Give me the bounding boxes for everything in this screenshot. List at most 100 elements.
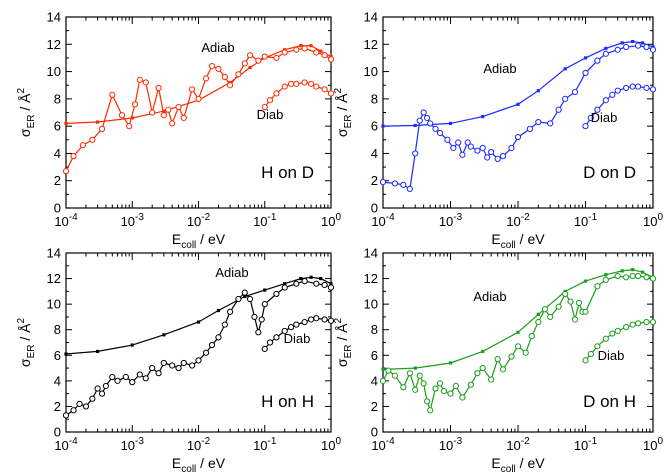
data-point bbox=[391, 372, 398, 379]
y-tick-label: 2 bbox=[54, 399, 61, 414]
data-point bbox=[583, 279, 588, 283]
data-point bbox=[255, 57, 262, 64]
data-point bbox=[427, 407, 434, 414]
data-point bbox=[299, 276, 303, 281]
series-diab bbox=[582, 83, 657, 130]
data-point bbox=[448, 121, 453, 126]
series-line bbox=[382, 275, 654, 413]
series-line bbox=[65, 47, 332, 172]
y-tick-label: 8 bbox=[54, 322, 61, 337]
panel-d-on-h: 0 2 4 6 8 10 12 14 10-4 10-3 10-2 10-1 100 Ecoll / eV… bbox=[333, 246, 663, 476]
y-tick-label: 4 bbox=[54, 146, 61, 161]
data-point bbox=[516, 102, 520, 106]
series-adiab bbox=[64, 275, 333, 356]
data-point bbox=[261, 345, 268, 352]
data-point bbox=[562, 290, 569, 298]
annotation-adiab: Adiab bbox=[201, 40, 234, 55]
data-point bbox=[195, 357, 202, 364]
data-point bbox=[136, 371, 143, 378]
x-tick-label: 10-4 bbox=[371, 436, 395, 453]
data-point bbox=[582, 123, 589, 130]
data-point bbox=[327, 90, 335, 97]
data-point bbox=[432, 125, 439, 132]
data-point bbox=[293, 80, 300, 87]
data-point bbox=[436, 129, 444, 137]
data-point bbox=[479, 144, 486, 152]
data-point bbox=[216, 308, 221, 313]
data-point bbox=[307, 80, 315, 87]
data-point bbox=[281, 327, 288, 335]
data-point bbox=[563, 67, 567, 71]
y-tick-label: 6 bbox=[54, 348, 61, 363]
data-point bbox=[594, 343, 601, 350]
data-point bbox=[76, 400, 83, 407]
y-tick-label: 6 bbox=[371, 348, 378, 363]
data-point bbox=[427, 120, 434, 127]
data-point bbox=[488, 376, 495, 383]
data-point bbox=[494, 356, 501, 363]
data-point bbox=[604, 46, 608, 50]
y-tick-label: 10 bbox=[47, 64, 61, 79]
data-point bbox=[594, 283, 601, 290]
data-point bbox=[243, 294, 247, 299]
data-point bbox=[266, 339, 274, 346]
data-point bbox=[484, 154, 491, 161]
data-point bbox=[221, 73, 228, 81]
y-tick-label: 12 bbox=[364, 271, 378, 286]
data-point bbox=[571, 316, 579, 323]
data-point bbox=[309, 44, 313, 48]
data-point bbox=[582, 308, 589, 315]
data-point bbox=[321, 281, 328, 289]
data-point bbox=[406, 370, 413, 377]
panel-d-on-d: 0 2 4 6 8 10 12 14 10-4 10-3 10-2 10-1 100 Ecoll / eV… bbox=[333, 10, 663, 252]
data-point bbox=[649, 86, 657, 93]
data-point bbox=[423, 114, 431, 122]
data-point bbox=[215, 334, 222, 341]
data-point bbox=[413, 123, 417, 128]
data-point bbox=[379, 377, 387, 384]
data-point bbox=[594, 106, 601, 113]
data-point bbox=[175, 364, 182, 372]
data-point bbox=[629, 83, 636, 90]
data-point bbox=[508, 144, 515, 152]
data-point bbox=[129, 379, 136, 386]
x-tick-label: 10-2 bbox=[187, 436, 211, 453]
data-point bbox=[288, 80, 295, 87]
data-point bbox=[406, 185, 413, 192]
data-point bbox=[195, 95, 202, 102]
x-axis-label: Ecoll / eV bbox=[172, 231, 226, 251]
data-point bbox=[623, 324, 630, 331]
data-point bbox=[62, 168, 70, 175]
data-point bbox=[400, 384, 407, 391]
data-point bbox=[602, 97, 609, 104]
x-tick-label: 10-3 bbox=[121, 436, 145, 453]
data-point bbox=[142, 79, 149, 86]
y-tick-label: 0 bbox=[54, 201, 61, 216]
data-point bbox=[488, 148, 495, 156]
data-point bbox=[180, 114, 187, 122]
x-tick-label: 10-2 bbox=[506, 212, 530, 229]
data-point bbox=[604, 273, 608, 277]
x-tick-label: 10-1 bbox=[253, 436, 277, 453]
data-point bbox=[227, 82, 234, 89]
data-point bbox=[130, 343, 134, 347]
data-point bbox=[299, 44, 303, 48]
data-point bbox=[155, 370, 162, 377]
data-point bbox=[327, 317, 335, 324]
data-point bbox=[70, 407, 77, 414]
data-point bbox=[381, 367, 385, 371]
data-point bbox=[288, 324, 295, 331]
data-point bbox=[136, 76, 143, 83]
y-tick-label: 4 bbox=[54, 373, 61, 388]
data-point bbox=[643, 274, 650, 281]
y-tick-label: 12 bbox=[364, 37, 378, 52]
data-point bbox=[246, 295, 254, 303]
x-axis-label: Ecoll / eV bbox=[491, 231, 545, 251]
data-point bbox=[643, 84, 650, 92]
data-point bbox=[594, 57, 601, 64]
panel-h-on-h: 0 2 4 6 8 10 12 14 10-4 10-3 10-2 10-1 100 Ecoll / eV… bbox=[16, 246, 341, 476]
data-point bbox=[301, 45, 308, 52]
x-tick-label: 100 bbox=[643, 436, 663, 453]
y-tick-label: 4 bbox=[371, 146, 378, 161]
data-point bbox=[640, 270, 645, 274]
